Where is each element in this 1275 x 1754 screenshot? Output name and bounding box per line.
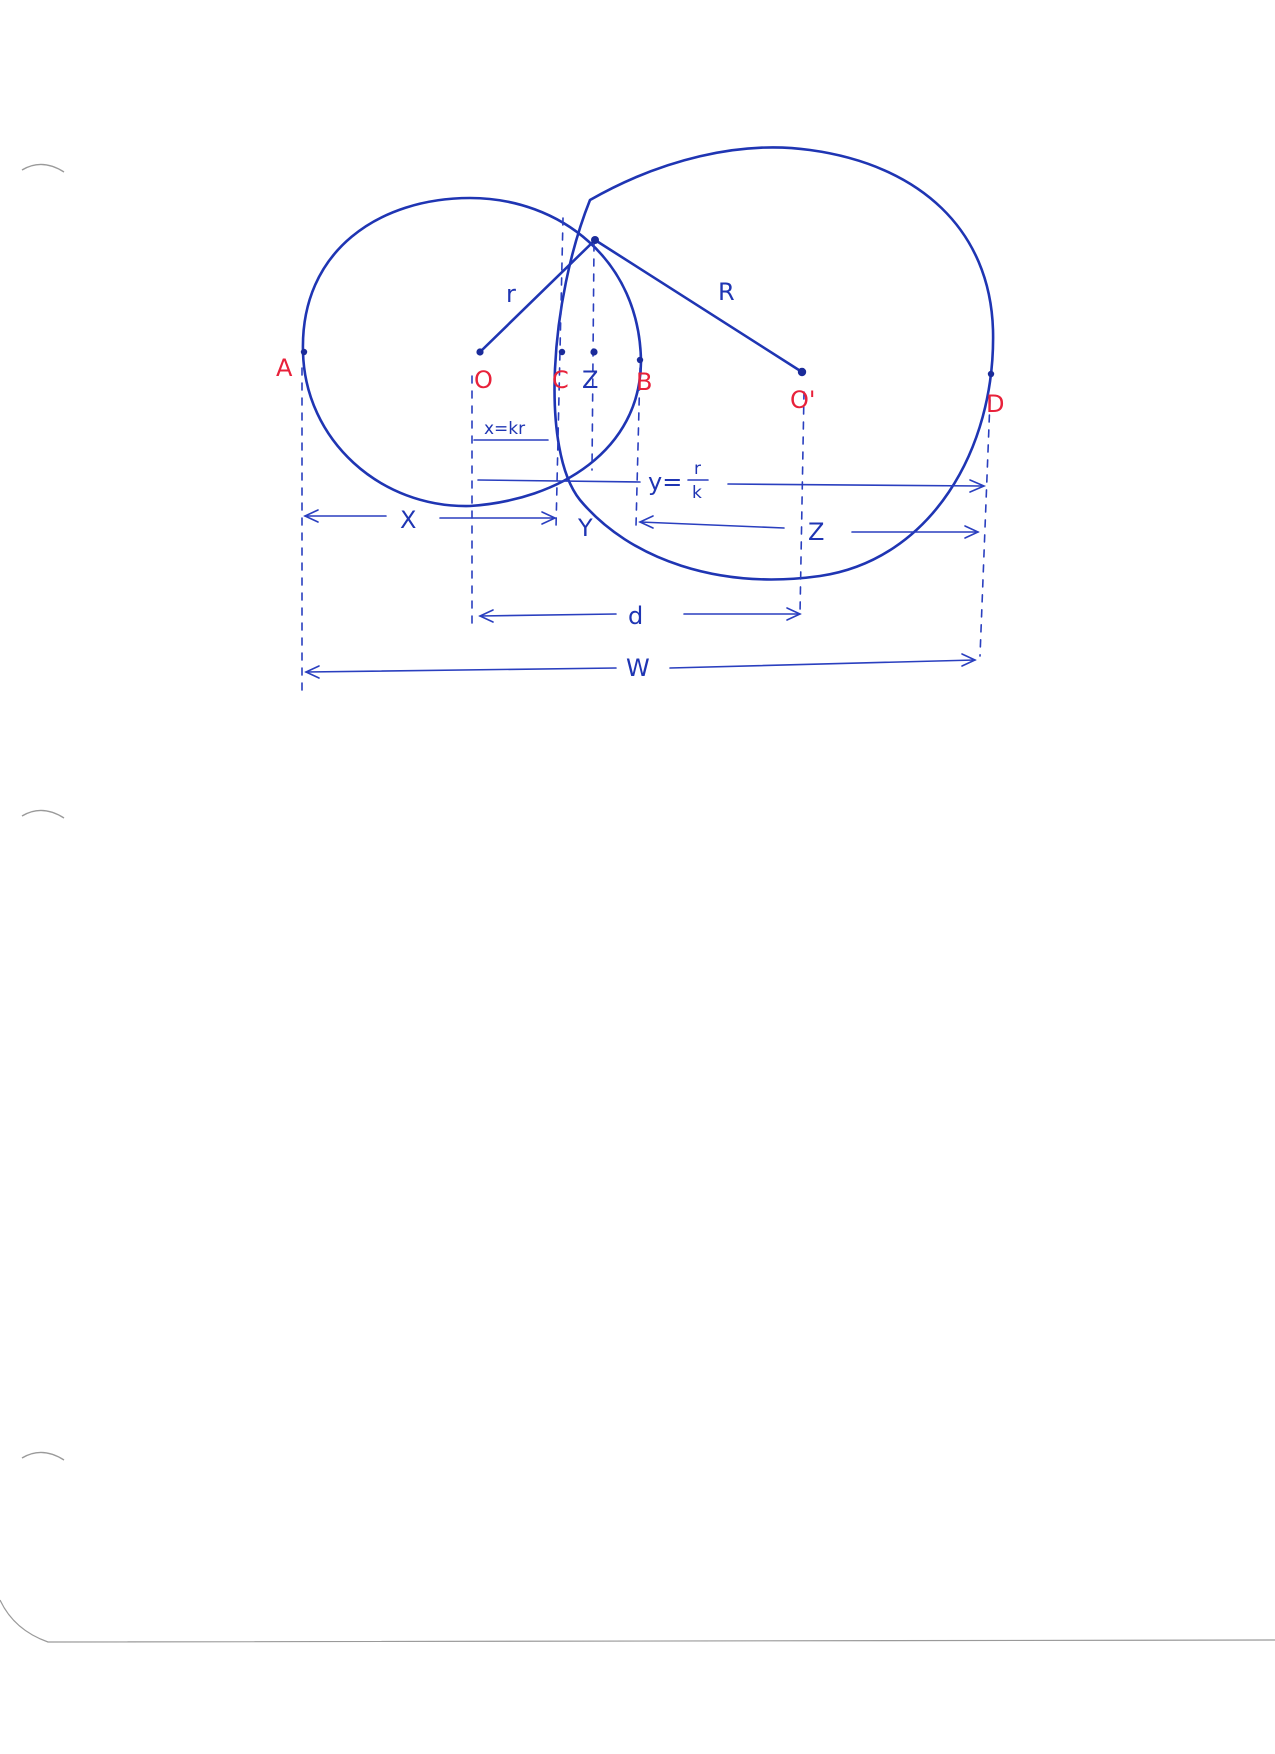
label-C: C bbox=[552, 366, 569, 394]
W-dimension-right bbox=[669, 659, 976, 669]
point-A-dot bbox=[300, 348, 308, 356]
d-dimension-left bbox=[479, 613, 617, 617]
W-dimension-left bbox=[305, 667, 617, 673]
label-x-eq: x=kr bbox=[484, 419, 525, 439]
X-dimension-right-head bbox=[541, 511, 557, 525]
intersection-dot bbox=[591, 236, 599, 244]
label-Z-dimension: Z bbox=[808, 518, 824, 546]
y-dimension-arrow-left bbox=[477, 479, 641, 483]
W-dimension-right-head bbox=[961, 653, 977, 667]
large-circle bbox=[553, 146, 995, 581]
label-W: W bbox=[626, 654, 650, 682]
radius-r-line bbox=[478, 238, 597, 354]
label-y-eq-denominator: k bbox=[692, 483, 702, 503]
y-dimension-arrowhead bbox=[969, 479, 987, 493]
guide-line-Z bbox=[591, 243, 595, 471]
guide-line-B bbox=[635, 367, 641, 527]
d-dimension-right-head bbox=[786, 607, 802, 621]
W-dimension-left-head bbox=[304, 665, 320, 679]
guide-line-O-prime bbox=[799, 391, 805, 615]
label-y-eq-numerator: r bbox=[694, 459, 701, 479]
label-B: B bbox=[636, 368, 652, 396]
binder-hole-bottom bbox=[21, 1451, 65, 1461]
guide-line-D bbox=[979, 399, 991, 657]
X-dimension-left-head bbox=[303, 509, 319, 523]
label-O: O bbox=[474, 366, 493, 394]
label-X: X bbox=[400, 506, 416, 534]
point-O-dot bbox=[476, 348, 484, 356]
y-dimension-arrow-right bbox=[727, 483, 983, 487]
paper-bottom-edge bbox=[0, 1599, 1275, 1643]
label-A: A bbox=[276, 354, 293, 382]
label-O-prime: O' bbox=[790, 386, 816, 414]
label-d: d bbox=[628, 602, 643, 630]
Z-dimension-right-head bbox=[964, 525, 980, 539]
guide-line-C bbox=[555, 217, 564, 529]
Z-dimension-left-head bbox=[638, 515, 654, 529]
label-Y: Y bbox=[577, 514, 593, 542]
label-R: R bbox=[718, 278, 735, 306]
point-B-dot bbox=[636, 356, 644, 364]
binder-hole-middle bbox=[21, 809, 65, 819]
label-D: D bbox=[986, 390, 1004, 418]
label-r: r bbox=[506, 280, 516, 308]
binder-hole-top bbox=[21, 163, 65, 173]
point-O-prime-dot bbox=[797, 367, 807, 377]
label-y-eq: y= bbox=[648, 468, 682, 496]
point-Z-dot bbox=[590, 348, 598, 356]
point-D-dot bbox=[987, 370, 995, 378]
point-C-dot bbox=[558, 348, 566, 356]
radius-R-line bbox=[593, 238, 804, 374]
label-Z-point: Z bbox=[582, 366, 598, 394]
d-dimension-left-head bbox=[478, 609, 494, 623]
Z-dimension-left bbox=[639, 521, 785, 529]
